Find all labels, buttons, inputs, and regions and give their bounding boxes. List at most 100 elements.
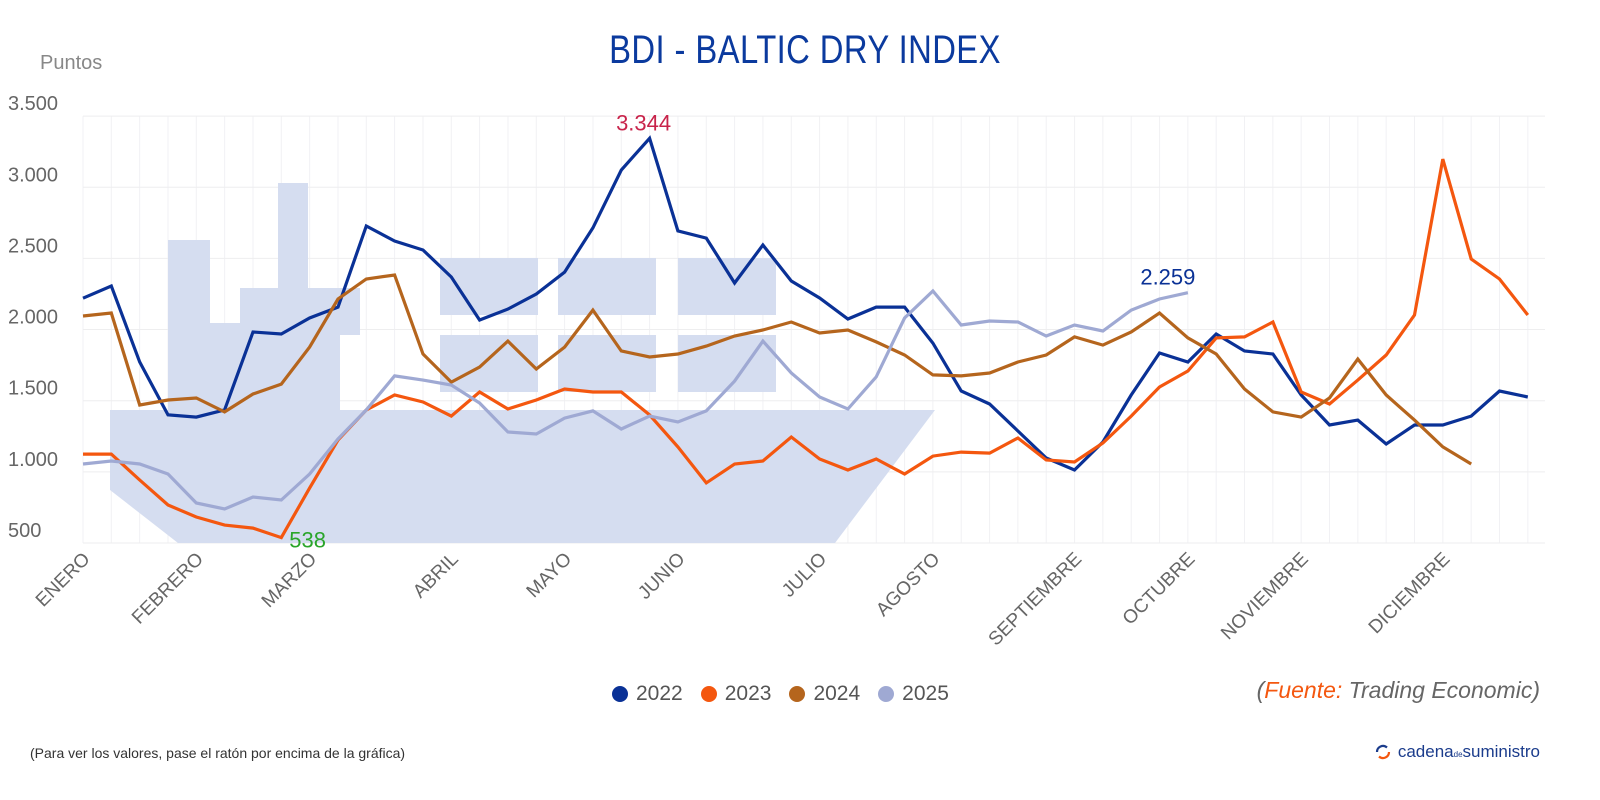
x-tick-label: MAYO [523, 549, 576, 602]
legend-label: 2025 [902, 682, 949, 705]
logo[interactable]: cadenadesuministro [1374, 742, 1540, 762]
data-point-2025 [417, 374, 429, 386]
data-point-2025 [1097, 325, 1109, 337]
data-point-2023 [587, 386, 599, 398]
data-point-2022 [870, 301, 882, 313]
data-point-2022 [304, 312, 316, 324]
data-point-2023 [389, 389, 401, 401]
data-point-2022 [955, 385, 967, 397]
data-point-2024 [162, 394, 174, 406]
legend-dot [878, 686, 895, 702]
data-point-2024 [842, 324, 854, 336]
y-axis-label: Puntos [40, 52, 103, 74]
logo-small: de [1453, 750, 1463, 759]
data-point-2025 [814, 391, 826, 403]
data-point-2023 [445, 410, 457, 422]
data-point-2023 [785, 431, 797, 443]
source-label: Fuente [1264, 677, 1336, 703]
ship-superstructure [308, 288, 360, 335]
data-point-2024 [984, 367, 996, 379]
legend-label: 2023 [724, 682, 772, 705]
data-point-2023 [729, 458, 741, 470]
data-point-2022 [1324, 419, 1336, 431]
ship-container [440, 258, 538, 315]
data-point-2023 [1097, 437, 1109, 449]
data-point-2024 [77, 310, 89, 322]
annotation-label: 3.344 [616, 110, 671, 135]
data-point-2025 [360, 404, 372, 416]
data-point-2025 [389, 370, 401, 382]
x-tick-label: SEPTIEMBRE [985, 549, 1086, 650]
data-point-2024 [1125, 326, 1137, 338]
data-point-2024 [587, 304, 599, 316]
x-tick-label: JUNIO [634, 549, 689, 604]
data-point-2022 [1522, 391, 1534, 403]
data-point-2023 [927, 450, 939, 462]
data-point-2022 [615, 164, 627, 176]
data-point-2024 [332, 293, 344, 305]
data-point-2023 [1352, 374, 1364, 386]
data-point-2022 [417, 244, 429, 256]
data-point-2024 [389, 269, 401, 281]
data-point-2024 [1380, 389, 1392, 401]
data-point-2023 [502, 403, 514, 415]
data-point-2023 [1012, 432, 1024, 444]
y-tick-label: 2.000 [8, 307, 58, 329]
series-line-2022 [82, 135, 1529, 472]
source-credit: (Fuente: Trading Economic) [1257, 677, 1540, 704]
data-point-2022 [474, 314, 486, 326]
data-point-2024 [899, 349, 911, 361]
data-point-2024 [275, 378, 287, 390]
legend-item-2025[interactable]: 2025 [878, 682, 949, 706]
data-point-2023 [984, 447, 996, 459]
data-point-2024 [134, 399, 146, 411]
paren: ) [1532, 677, 1540, 703]
data-point-2024 [955, 370, 967, 382]
y-tick-label: 1.000 [8, 449, 58, 471]
data-point-2025 [927, 285, 939, 297]
source-text: Trading Economic [1342, 677, 1533, 703]
data-point-2022 [984, 398, 996, 410]
legend-dot [700, 686, 717, 702]
data-point-2024 [700, 340, 712, 352]
data-point-2024 [1295, 411, 1307, 423]
y-tick-label: 500 [8, 520, 41, 542]
legend-item-2022[interactable]: 2022 [612, 682, 683, 706]
data-point-2024 [1210, 348, 1222, 360]
data-point-2022 [842, 313, 854, 325]
data-point-2024 [1352, 353, 1364, 365]
data-point-2023 [870, 453, 882, 465]
x-tick-label: AGOSTO [872, 549, 944, 621]
legend: 2022 2023 2024 2025 [612, 682, 949, 706]
ship-container [558, 335, 656, 392]
data-point-2022 [247, 326, 259, 338]
data-point-2025 [445, 379, 457, 391]
data-point-2023 [1154, 381, 1166, 393]
legend-dot [612, 686, 628, 702]
data-point-2023 [757, 455, 769, 467]
data-point-2022 [729, 277, 741, 289]
data-point-2022 [587, 222, 599, 234]
data-point-2025 [559, 412, 571, 424]
data-point-2023 [1295, 386, 1307, 398]
data-point-2022 [105, 280, 117, 292]
data-point-2023 [1182, 365, 1194, 377]
data-point-2024 [1239, 383, 1251, 395]
data-point-2025 [700, 405, 712, 417]
data-point-2024 [304, 341, 316, 353]
data-point-2023 [1380, 349, 1392, 361]
data-point-2022 [559, 266, 571, 278]
data-point-2023 [1522, 309, 1534, 321]
data-point-2024 [219, 406, 231, 418]
legend-item-2024[interactable]: 2024 [789, 682, 860, 706]
legend-item-2023[interactable]: 2023 [700, 682, 772, 706]
data-point-2023 [474, 386, 486, 398]
data-point-2022 [445, 271, 457, 283]
data-point-2023 [955, 446, 967, 458]
data-point-2024 [615, 345, 627, 357]
x-tick-label: JULIO [778, 549, 831, 602]
data-point-2023 [899, 468, 911, 480]
data-point-2025 [190, 497, 202, 509]
data-point-2025 [615, 423, 627, 435]
